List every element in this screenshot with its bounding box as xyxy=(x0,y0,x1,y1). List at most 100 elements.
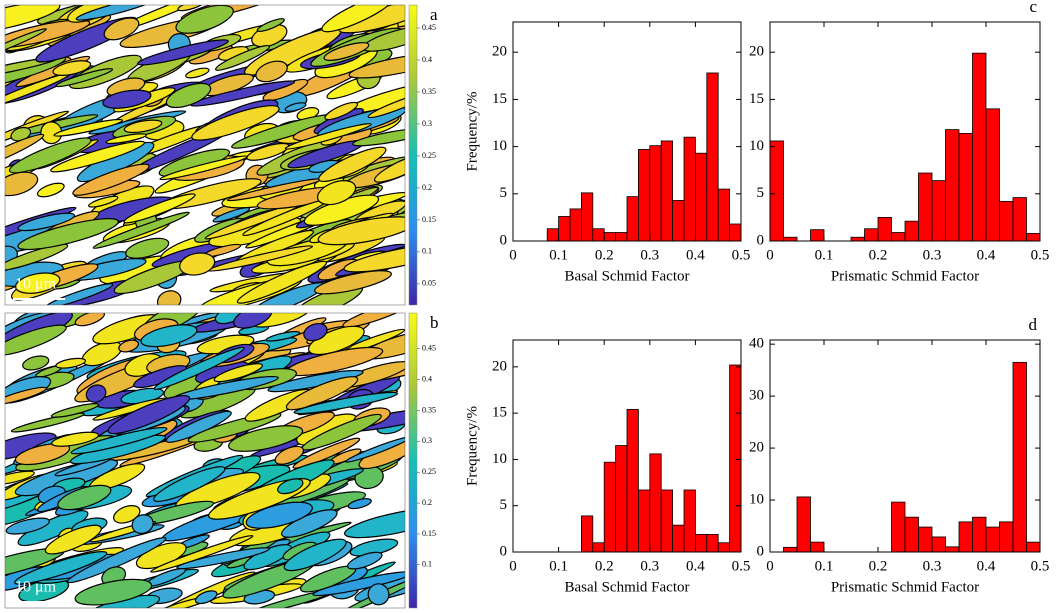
grain xyxy=(88,195,119,208)
grain xyxy=(165,82,212,109)
bar xyxy=(672,524,685,553)
colorbar-tick-label: 0.1 xyxy=(422,560,432,569)
grain xyxy=(107,394,191,435)
grain xyxy=(105,133,147,145)
y-tick-label: 10 xyxy=(749,138,764,154)
y-tick-label: 5 xyxy=(500,497,508,513)
grain xyxy=(123,119,163,134)
grain xyxy=(213,363,263,383)
bar xyxy=(729,223,742,242)
grain xyxy=(343,244,405,273)
bar xyxy=(904,220,919,242)
y-axis-label: Frequency/% xyxy=(464,92,480,172)
grain xyxy=(316,180,357,206)
x-axis-label: Basal Schmid Factor xyxy=(565,579,690,595)
grain xyxy=(5,324,67,357)
bar xyxy=(958,521,973,553)
bar xyxy=(918,526,933,553)
grain xyxy=(14,551,108,585)
bar xyxy=(1026,541,1041,553)
bar xyxy=(683,136,696,242)
grain xyxy=(367,583,390,606)
colorbar-tick-label: 0.3 xyxy=(422,436,432,445)
bar xyxy=(706,72,719,242)
grain xyxy=(274,445,305,465)
bar xyxy=(850,236,865,242)
grain xyxy=(293,391,399,415)
grain xyxy=(92,211,190,249)
colorbar-tick-label: 0.05 xyxy=(422,279,436,288)
grain xyxy=(179,252,216,276)
bar xyxy=(945,546,960,553)
y-tick-label: 5 xyxy=(757,185,765,201)
y-tick-label: 40 xyxy=(749,336,764,352)
x-tick-label: 0.3 xyxy=(640,247,659,263)
grain xyxy=(36,182,65,198)
bar xyxy=(972,516,987,553)
grain xyxy=(50,403,100,418)
y-tick-label: 10 xyxy=(749,491,764,507)
y-tick-label: 0 xyxy=(757,543,765,559)
grain xyxy=(342,313,405,328)
bar xyxy=(546,228,560,242)
x-tick-label: 0.4 xyxy=(686,558,705,574)
grain xyxy=(22,355,50,371)
bar xyxy=(931,536,946,553)
x-axis-label: Basal Schmid Factor xyxy=(565,268,690,284)
axes-frame xyxy=(769,21,1041,242)
bar xyxy=(603,461,617,553)
grain xyxy=(55,68,114,88)
colorbar-gradient xyxy=(408,312,418,609)
grain xyxy=(14,272,61,294)
grain xyxy=(318,146,387,182)
bar xyxy=(638,149,651,242)
x-tick-label: 0.4 xyxy=(977,247,996,263)
y-tick-label: 30 xyxy=(749,388,764,404)
grain xyxy=(125,237,170,259)
grain xyxy=(70,426,168,455)
colorbar-tick-label: 0.45 xyxy=(422,23,436,32)
grain xyxy=(140,324,198,348)
image-frame xyxy=(4,312,406,609)
grain xyxy=(284,123,372,150)
grain xyxy=(285,376,359,411)
bar xyxy=(985,526,1000,553)
grain xyxy=(17,212,76,232)
x-tick-label: 0.5 xyxy=(1031,558,1050,574)
grain xyxy=(57,484,112,511)
x-tick-label: 0.5 xyxy=(732,247,751,263)
bar xyxy=(783,546,798,553)
grain xyxy=(102,89,152,109)
grain xyxy=(245,501,313,529)
bar xyxy=(810,541,825,553)
panel-label: b xyxy=(430,313,439,332)
grain xyxy=(123,193,196,224)
grain xyxy=(66,537,167,584)
grain xyxy=(50,140,146,173)
bar xyxy=(569,208,582,242)
bar xyxy=(683,489,696,553)
grain xyxy=(347,498,372,510)
colorbar-tick-label: 0.4 xyxy=(422,55,432,64)
grain xyxy=(156,290,182,305)
y-tick-label: 0 xyxy=(757,232,765,248)
microstructure-image xyxy=(5,313,405,608)
grain xyxy=(303,322,328,342)
bar xyxy=(931,180,946,242)
grain xyxy=(175,5,234,34)
x-tick-label: 0.1 xyxy=(815,247,834,263)
colorbar-tick-label: 0.35 xyxy=(422,87,436,96)
grain xyxy=(367,92,405,119)
grain xyxy=(52,60,92,76)
scale-bar-label: 10 μm xyxy=(15,579,57,596)
x-axis-label: Prismatic Schmid Factor xyxy=(831,268,979,284)
x-tick-label: 0 xyxy=(766,247,774,263)
grain xyxy=(75,5,158,21)
colorbar: 0.05 0.1 0.15 0.2 0.25 0.3 0.35 0.4 0.45 xyxy=(408,4,436,306)
y-tick-label: 5 xyxy=(500,185,508,201)
grain xyxy=(265,331,301,342)
bar xyxy=(660,140,674,242)
grain xyxy=(53,118,124,137)
grain xyxy=(118,339,140,353)
grain xyxy=(137,39,229,66)
